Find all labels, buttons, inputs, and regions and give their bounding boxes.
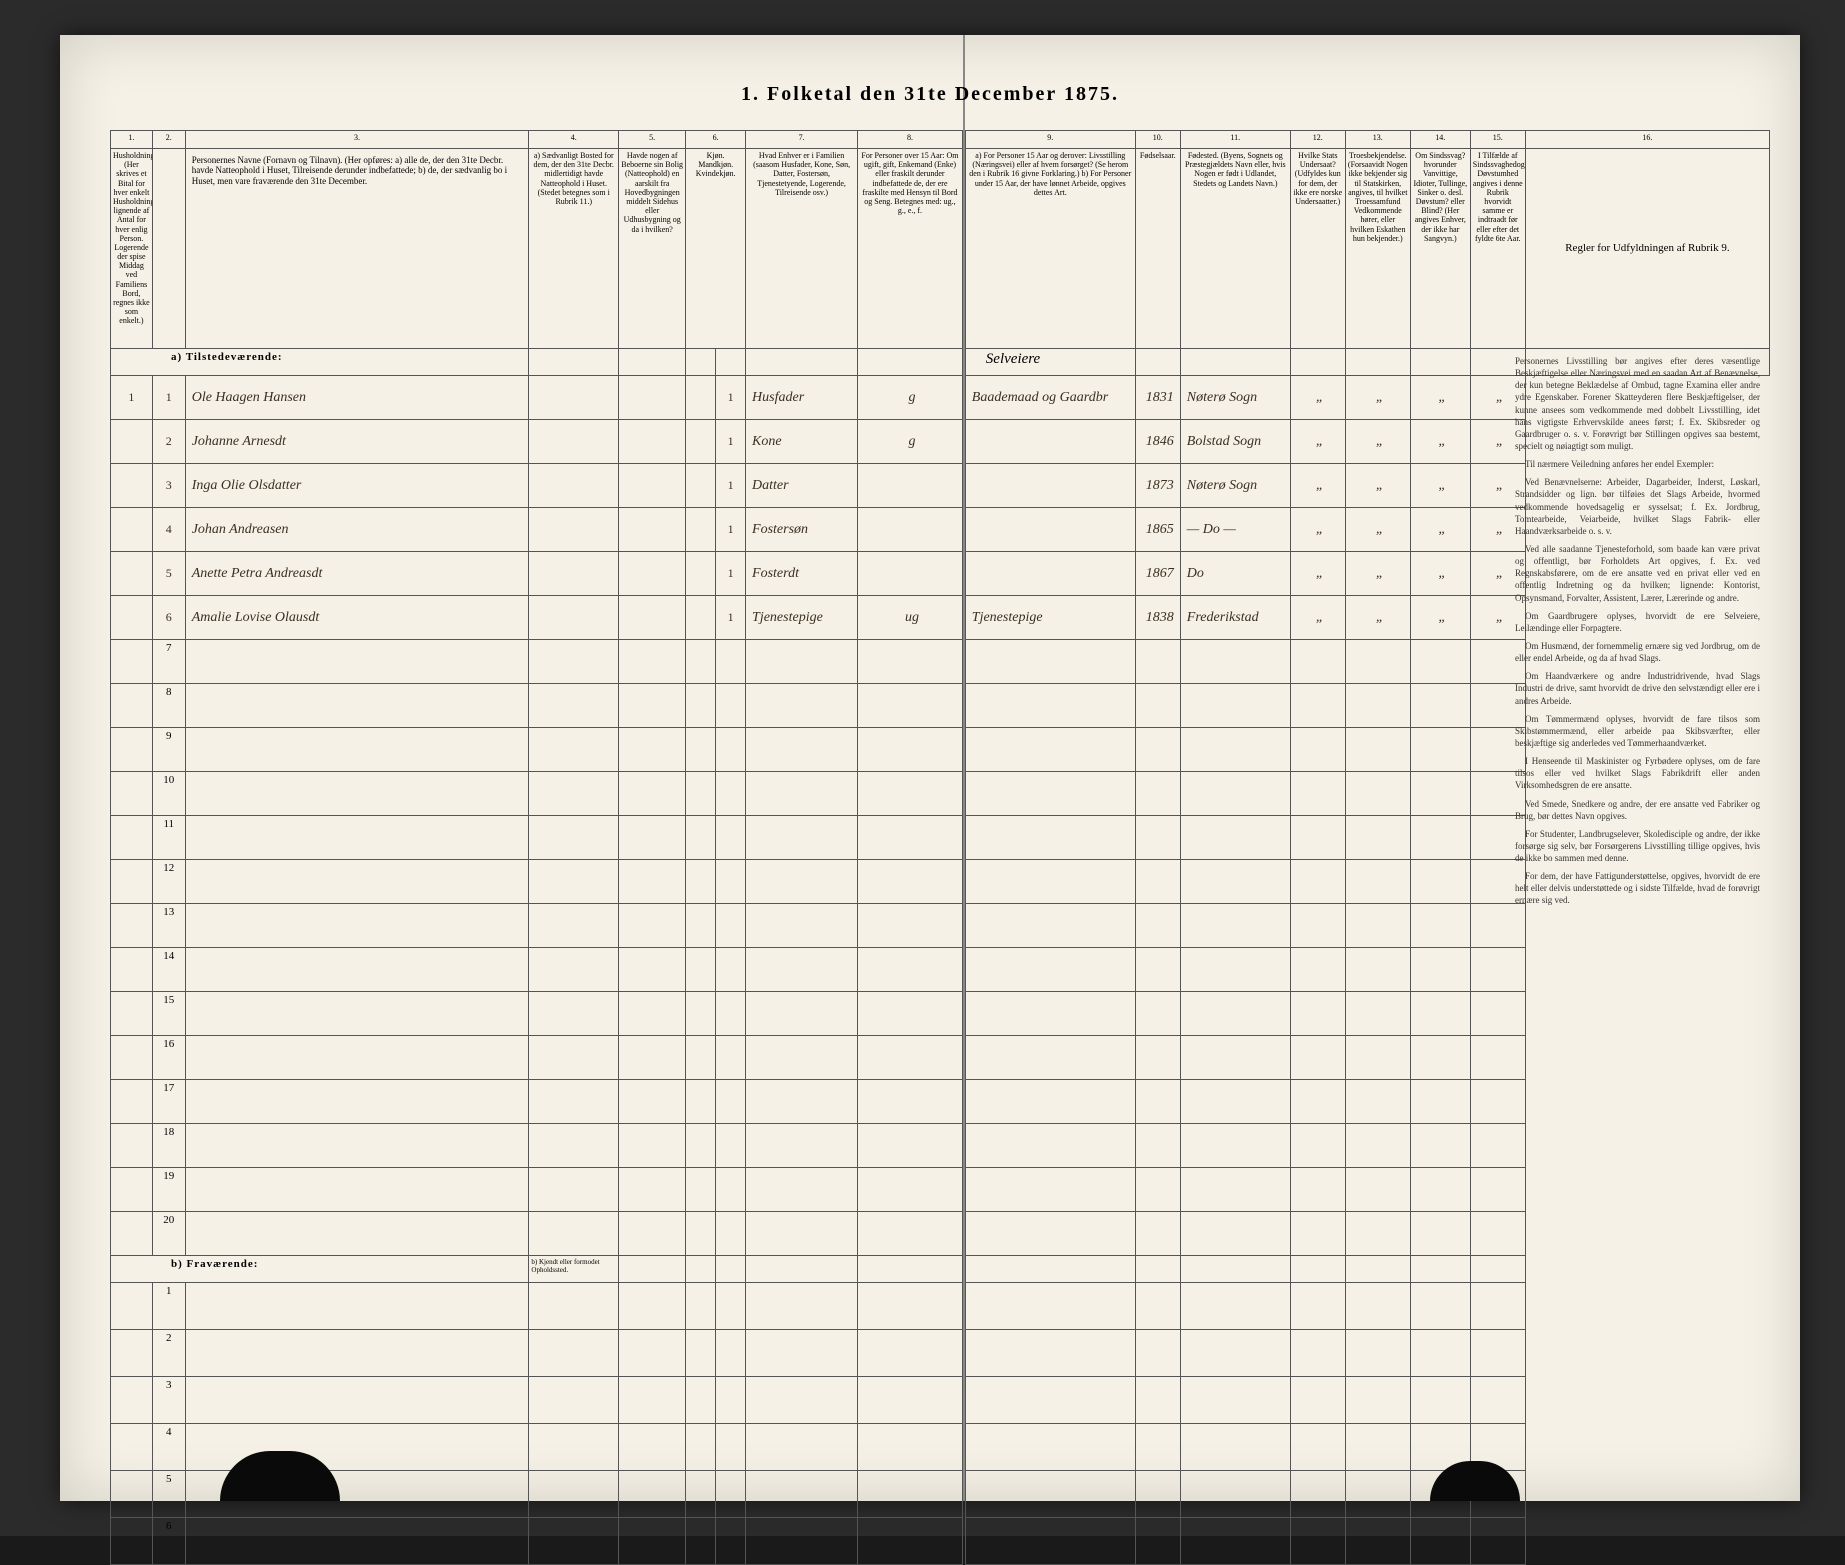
table-row	[965, 948, 1769, 992]
table-row: 14	[111, 948, 963, 992]
col-16: 16.	[1525, 131, 1769, 149]
table-row	[965, 1424, 1769, 1471]
section-a-label: a) Tilstedeværende:	[171, 351, 283, 363]
table-row	[965, 1036, 1769, 1080]
table-row: 11	[111, 816, 963, 860]
table-row: 3	[111, 1377, 963, 1424]
table-row: 5Anette Petra Andreasdt1Fosterdt	[111, 552, 963, 596]
table-row: 8	[111, 684, 963, 728]
table-row: 11Ole Haagen Hansen1Husfaderg	[111, 376, 963, 420]
table-row	[965, 1212, 1769, 1256]
table-row	[965, 1518, 1769, 1565]
section-a-row: a) Tilstedeværende:	[111, 349, 963, 376]
table-row: 10	[111, 772, 963, 816]
table-row: 17	[111, 1080, 963, 1124]
section-b-row: b) Fraværende: b) Kjendt eller formodet …	[111, 1256, 963, 1283]
col-7: 7.	[746, 131, 858, 149]
table-row: 13	[111, 904, 963, 948]
h13: Troesbekjendelse. (Forsaavidt Nogen ikke…	[1345, 149, 1410, 349]
table-row	[965, 1377, 1769, 1424]
table-row: 9	[111, 728, 963, 772]
table-row: 16	[111, 1036, 963, 1080]
table-row: 6Amalie Lovise Olausdt1Tjenestepigeug	[111, 596, 963, 640]
h1: Husholdninger. (Her skrives et Bital for…	[111, 149, 153, 349]
table-row: 7	[111, 640, 963, 684]
h9: a) For Personer 15 Aar og derover: Livss…	[965, 149, 1135, 349]
instr-p8: Om Tømmermænd oplyses, hvorvidt de fare …	[1515, 713, 1760, 749]
h7: For Personer over 15 Aar: Om ugift, gift…	[858, 149, 963, 349]
h2: Personernes Navne (Fornavn og Tilnavn). …	[185, 149, 529, 349]
h2-num	[152, 149, 185, 349]
right-page: 9. 10. 11. 12. 13. 14. 15. 16. a) For Pe…	[965, 35, 1800, 1501]
h12: Hvilke Stats Undersaat? (Udfyldes kun fo…	[1290, 149, 1345, 349]
col-4: 4.	[529, 131, 619, 149]
instr-p7: Om Haandværkere og andre Industridrivend…	[1515, 670, 1760, 706]
table-row	[965, 1168, 1769, 1212]
instr-p6: Om Husmænd, der fornemmelig ernære sig v…	[1515, 640, 1760, 664]
col-13: 13.	[1345, 131, 1410, 149]
col-6: 6.	[686, 131, 746, 149]
col-3: 3.	[185, 131, 529, 149]
table-row	[965, 1330, 1769, 1377]
table-row	[965, 1124, 1769, 1168]
table-row	[965, 1471, 1769, 1518]
col-10: 10.	[1135, 131, 1180, 149]
h16: Regler for Udfyldningen af Rubrik 9.	[1525, 149, 1769, 349]
instr-p9: I Henseende til Maskinister og Fyrbødere…	[1515, 755, 1760, 791]
col-2: 2.	[152, 131, 185, 149]
instr-p11: For Studenter, Landbrugselever, Skoledis…	[1515, 828, 1760, 864]
h11: Fødested. (Byens, Sognets og Præstegjæld…	[1180, 149, 1290, 349]
colnum-row: 1. 2. 3. 4. 5. 6. 7. 8.	[111, 131, 963, 149]
left-grid: 1. 2. 3. 4. 5. 6. 7. 8. Husholdninger. (…	[110, 130, 963, 1461]
table-row: 19	[111, 1168, 963, 1212]
instr-p3: Ved Benævnelserne: Arbeider, Dagarbeider…	[1515, 476, 1760, 537]
header-row: Husholdninger. (Her skrives et Bital for…	[111, 149, 963, 349]
col-1: 1.	[111, 131, 153, 149]
instr-p10: Ved Smede, Snedkere og andre, der ere an…	[1515, 798, 1760, 822]
col-12: 12.	[1290, 131, 1345, 149]
table-row: 12	[111, 860, 963, 904]
h6: Hvad Enhver er i Familien (saasom Husfad…	[746, 149, 858, 349]
col-14: 14.	[1410, 131, 1470, 149]
table-row	[965, 1283, 1769, 1330]
col-5: 5.	[619, 131, 686, 149]
table-row: 4Johan Andreasen1Fostersøn	[111, 508, 963, 552]
h15: I Tilfælde af Sindssvaghedog Døvstumhed …	[1470, 149, 1525, 349]
left-page: 1. 2. 3. 4. 5. 6. 7. 8. Husholdninger. (…	[60, 35, 965, 1501]
table-row: 1	[111, 1283, 963, 1330]
col-8: 8.	[858, 131, 963, 149]
header-row-r: a) For Personer 15 Aar og derover: Livss…	[965, 149, 1769, 349]
instr-p4: Ved alle saadanne Tjenesteforhold, som b…	[1515, 543, 1760, 604]
table-row: 2Johanne Arnesdt1Koneg	[111, 420, 963, 464]
table-row: 20	[111, 1212, 963, 1256]
table-row: 2	[111, 1330, 963, 1377]
section-b-note: b) Kjendt eller formodet Opholdssted.	[529, 1256, 619, 1283]
h3: a) Sædvanligt Bosted for dem, der den 31…	[529, 149, 619, 349]
instr-p12: For dem, der have Fattigunderstøttelse, …	[1515, 870, 1760, 906]
instr-p1: Personernes Livsstilling bør angives eft…	[1515, 355, 1760, 452]
col-15: 15.	[1470, 131, 1525, 149]
page-title: 1. Folketal den 31te December 1875.	[741, 83, 1119, 106]
table-row	[965, 992, 1769, 1036]
table-row: 6	[111, 1518, 963, 1565]
table-row	[965, 1080, 1769, 1124]
instr-p2: Til nærmere Veiledning anføres her endel…	[1515, 458, 1760, 470]
left-table: 1. 2. 3. 4. 5. 6. 7. 8. Husholdninger. (…	[110, 130, 963, 1565]
ledger-paper: 1. Folketal den 31te December 1875. 1. 2…	[60, 35, 1800, 1501]
scan-frame: 1. Folketal den 31te December 1875. 1. 2…	[0, 0, 1845, 1536]
table-row: 3Inga Olie Olsdatter1Datter	[111, 464, 963, 508]
col-9: 9.	[965, 131, 1135, 149]
h14: Om Sindssvag? hvorunder Vanvittige, Idio…	[1410, 149, 1470, 349]
section-b-label: b) Fraværende:	[171, 1258, 258, 1270]
instructions-block: Personernes Livsstilling bør angives eft…	[1515, 355, 1760, 913]
table-row: 15	[111, 992, 963, 1036]
h10: Fødselsaar.	[1135, 149, 1180, 349]
col-11: 11.	[1180, 131, 1290, 149]
instr-p5: Om Gaardbrugere oplyses, hvorvidt de ere…	[1515, 610, 1760, 634]
table-row: 18	[111, 1124, 963, 1168]
colnum-row-r: 9. 10. 11. 12. 13. 14. 15. 16.	[965, 131, 1769, 149]
h5: Kjøn. Mandkjøn. Kvindekjøn.	[686, 149, 746, 349]
section-b-row-r	[965, 1256, 1769, 1283]
h4: Havde nogen af Beboerne sin Bolig (Natte…	[619, 149, 686, 349]
